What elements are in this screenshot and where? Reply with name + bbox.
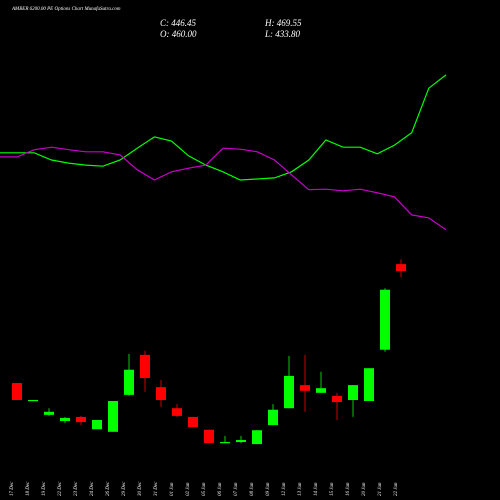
x-tick-label: 09 Jan xyxy=(266,482,271,496)
candle-body xyxy=(108,401,118,432)
candle-body xyxy=(76,416,86,423)
candle-body xyxy=(348,385,358,400)
candle-body xyxy=(172,408,182,416)
candle-body xyxy=(220,442,230,444)
x-tick-label: 19 Dec xyxy=(42,481,47,496)
close-text: C: 446.45 xyxy=(160,18,197,28)
x-tick-label: 22 Dec xyxy=(58,481,63,496)
candle-body xyxy=(92,420,102,430)
candle-body xyxy=(332,395,342,403)
x-tick-label: 21 Jan xyxy=(378,482,383,496)
candle-body xyxy=(252,430,262,445)
x-tick-label: 31 Dec xyxy=(154,481,159,496)
candle-body xyxy=(284,375,294,409)
candle-body xyxy=(300,385,310,391)
candle-body xyxy=(44,411,54,415)
x-tick-label: 23 Dec xyxy=(74,481,79,496)
x-tick-label: 02 Jan xyxy=(186,482,191,496)
candle-body xyxy=(140,354,150,378)
candle-body xyxy=(156,387,166,400)
candle-body xyxy=(204,429,214,444)
candle-body xyxy=(364,368,374,402)
candle-body xyxy=(12,383,22,400)
x-tick-label: 20 Jan xyxy=(362,482,367,496)
indicator-line xyxy=(0,74,447,181)
candle-body xyxy=(316,388,326,393)
high-text: H: 469.55 xyxy=(264,18,302,28)
open-text: O: 460.00 xyxy=(160,29,197,39)
x-tick-label: 14 Jan xyxy=(314,482,319,496)
candle-body xyxy=(236,440,246,443)
candle-body xyxy=(396,264,406,272)
x-tick-label: 17 Dec xyxy=(10,481,15,496)
x-tick-label: 05 Jan xyxy=(202,482,207,496)
chart-title: AMBER 6200.00 PE Options Chart MunafaSut… xyxy=(11,7,121,12)
x-tick-label: 01 Jan xyxy=(170,482,175,496)
x-tick-label: 29 Dec xyxy=(122,481,127,496)
candle-body xyxy=(124,369,134,395)
x-tick-label: 30 Dec xyxy=(138,481,143,496)
x-tick-label: 24 Dec xyxy=(90,481,95,496)
x-tick-label: 16 Jan xyxy=(346,482,351,496)
candle-body xyxy=(380,289,390,350)
x-tick-label: 08 Jan xyxy=(250,482,255,496)
x-tick-label: 18 Dec xyxy=(26,481,31,496)
x-tick-label: 22 Jan xyxy=(394,482,399,496)
x-tick-label: 07 Jan xyxy=(234,482,239,496)
candle-body xyxy=(268,409,278,426)
x-tick-label: 13 Jan xyxy=(298,482,303,496)
x-tick-label: 15 Jan xyxy=(330,482,335,496)
x-tick-label: 06 Jan xyxy=(218,482,223,496)
low-text: L: 433.80 xyxy=(264,29,301,39)
x-tick-label: 26 Dec xyxy=(106,481,111,496)
candle-body xyxy=(60,417,70,422)
candle-body xyxy=(28,400,38,402)
candle-body xyxy=(188,416,198,428)
indicator-line xyxy=(0,146,447,231)
x-tick-label: 12 Jan xyxy=(282,482,287,496)
